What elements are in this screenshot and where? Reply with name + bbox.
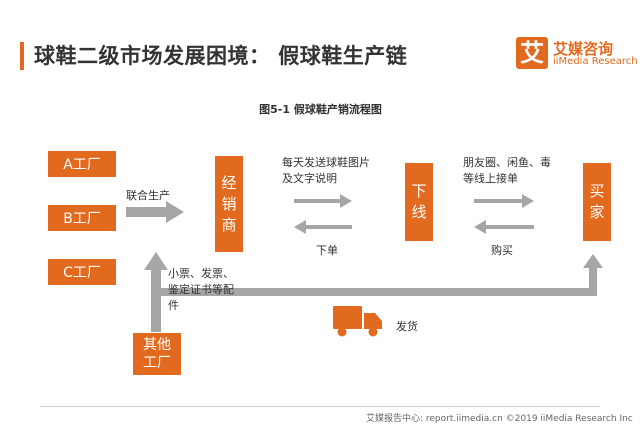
label-accessories: 小票、发票、鉴定证书等配件 — [168, 267, 234, 312]
footer-source: 艾媒报告中心: report.iimedia.cn ©2019 iiMedia … — [366, 414, 633, 424]
label-ship: 发货 — [396, 320, 418, 333]
label-purchase: 购买 — [491, 244, 513, 257]
offline-node: 下线 — [405, 163, 433, 241]
truck-icon — [333, 306, 382, 337]
label-send-photos: 每天发送球鞋图片及文字说明 — [282, 156, 370, 185]
title-accent-bar — [20, 42, 24, 70]
label-order: 下单 — [316, 244, 338, 257]
dealer-node: 经销商 — [215, 156, 243, 252]
footer-divider — [40, 406, 600, 407]
figure-caption: 图5-1 假球鞋产销流程图 — [259, 103, 382, 116]
logo-name-en: iiMedia Research — [553, 56, 638, 67]
arrow-joint-production — [126, 201, 184, 223]
label-online-listing: 朋友圈、闲鱼、毒等线上接单 — [463, 156, 551, 185]
arrow-purchase-head — [474, 220, 486, 234]
other-factory: 其他工厂 — [133, 333, 181, 375]
arrow-ship-to-buyer — [161, 254, 603, 296]
buyer-node: 买家 — [583, 163, 611, 241]
logo-mark: 艾 — [516, 37, 548, 69]
arrow-other-factory-up — [144, 252, 168, 332]
factory-b: B工厂 — [48, 205, 116, 231]
factory-a: A工厂 — [48, 151, 116, 177]
arrow-online-listing-head — [522, 194, 534, 208]
label-joint-production: 联合生产 — [126, 189, 170, 202]
page-title: 球鞋二级市场发展困境： 假球鞋生产链 — [34, 44, 408, 68]
arrow-send-photos-head — [340, 194, 352, 208]
brand-logo: 艾 艾媒咨询 iiMedia Research — [516, 37, 638, 71]
factory-c: C工厂 — [48, 259, 116, 285]
arrow-order-head — [294, 220, 306, 234]
logo-name-cn: 艾媒咨询 — [553, 40, 614, 58]
